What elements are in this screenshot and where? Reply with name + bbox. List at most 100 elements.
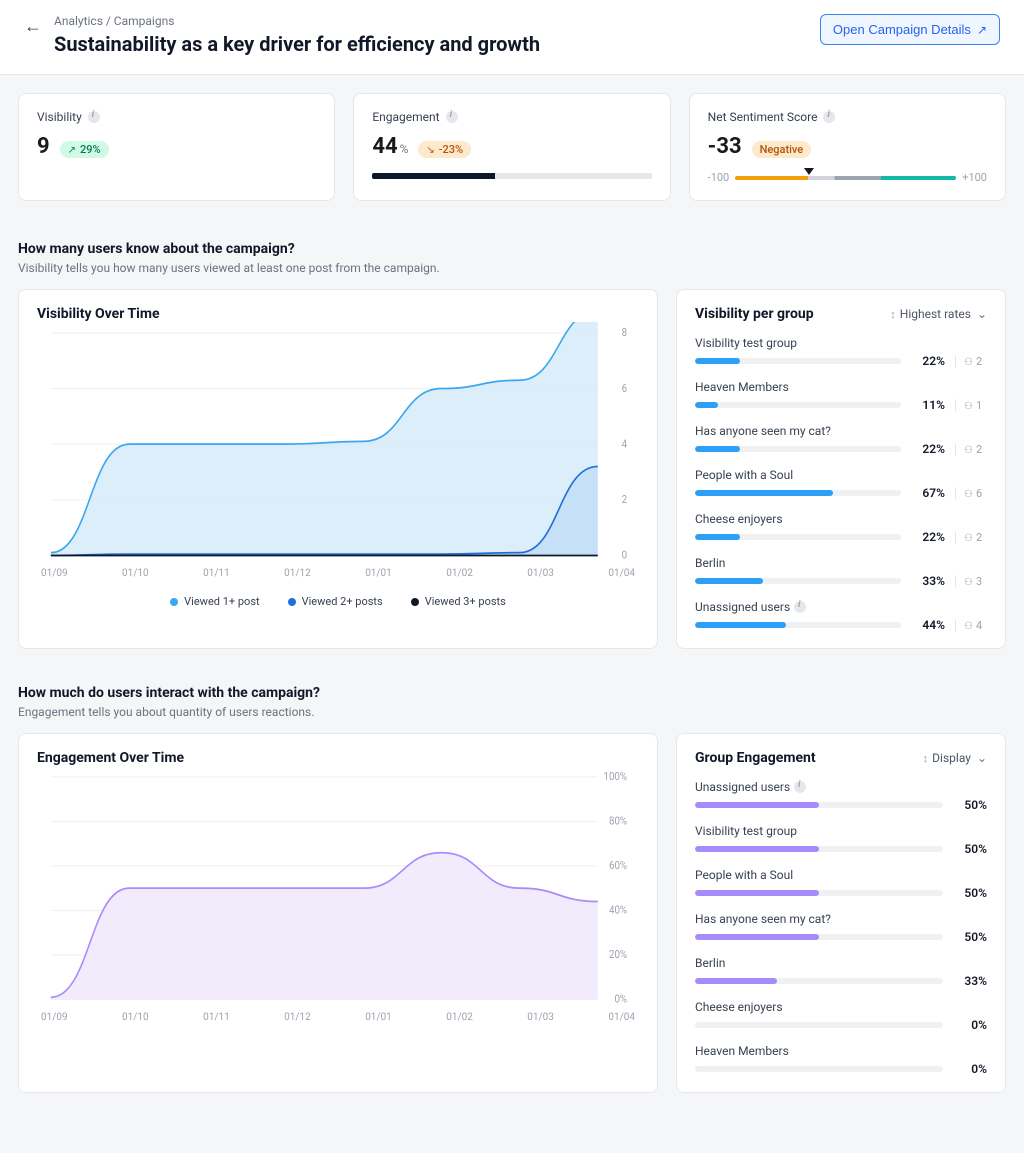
- group-name: Heaven Members: [695, 380, 987, 394]
- group-pct: 33%: [911, 574, 945, 588]
- group-row: Cheese enjoyers22%2: [695, 512, 987, 544]
- svg-text:0: 0: [622, 548, 628, 562]
- svg-text:80%: 80%: [609, 814, 628, 828]
- group-name: Unassigned users: [695, 600, 987, 614]
- engagement-progress-bar: [372, 173, 651, 179]
- group-bar-track: [695, 534, 901, 540]
- group-count: 2: [955, 531, 987, 544]
- info-icon[interactable]: [446, 111, 458, 123]
- sentiment-badge: Negative: [752, 141, 812, 158]
- x-axis-label: 01/02: [446, 568, 473, 579]
- group-name: Berlin: [695, 556, 987, 570]
- people-icon: [964, 355, 973, 368]
- svg-text:40%: 40%: [609, 903, 628, 917]
- group-bar-fill: [695, 802, 819, 808]
- x-axis-label: 01/04: [608, 1012, 635, 1023]
- group-name: Has anyone seen my cat?: [695, 424, 987, 438]
- group-bar-track: [695, 578, 901, 584]
- group-bar-fill: [695, 978, 777, 984]
- engagement-progress-fill: [372, 173, 495, 179]
- back-arrow-icon[interactable]: ←: [24, 16, 42, 37]
- metrics-row: Visibility 9 29% Engagement: [18, 93, 1006, 201]
- group-pct: 50%: [953, 886, 987, 900]
- group-name: People with a Soul: [695, 468, 987, 482]
- engagement-groups-title: Group Engagement: [695, 750, 816, 766]
- group-row: Visibility test group50%: [695, 824, 987, 856]
- visibility-groups-list: Visibility test group22%2Heaven Members1…: [695, 336, 987, 632]
- engagement-title: Engagement: [372, 110, 439, 124]
- group-row: Has anyone seen my cat? 50%: [695, 912, 987, 944]
- engagement-sort-button[interactable]: Display: [923, 751, 987, 765]
- engagement-groups-list: Unassigned users50%Visibility test group…: [695, 780, 987, 1076]
- sentiment-max: +100: [962, 171, 987, 184]
- info-icon[interactable]: [794, 601, 806, 613]
- sentiment-marker-icon: [804, 168, 814, 175]
- svg-text:60%: 60%: [609, 859, 628, 873]
- visibility-section: How many users know about the campaign? …: [18, 241, 1006, 649]
- group-pct: 50%: [953, 842, 987, 856]
- engagement-chart-title: Engagement Over Time: [37, 750, 639, 766]
- visibility-section-sub: Visibility tells you how many users view…: [18, 261, 1006, 275]
- group-row: Unassigned users44%4: [695, 600, 987, 632]
- group-bar-track: [695, 978, 943, 984]
- group-bar-track: [695, 622, 901, 628]
- group-pct: 67%: [911, 486, 945, 500]
- x-axis-label: 01/12: [284, 1012, 311, 1023]
- visibility-x-labels: 01/0901/1001/1101/1201/0101/0201/0301/04: [37, 568, 639, 579]
- people-icon: [964, 619, 973, 632]
- arrow-up-icon: [68, 143, 76, 156]
- group-pct: 22%: [911, 354, 945, 368]
- group-bar-track: [695, 846, 943, 852]
- group-name: Cheese enjoyers: [695, 512, 987, 526]
- open-campaign-details-button[interactable]: Open Campaign Details: [820, 14, 1000, 45]
- group-row: Berlin 33% 3: [695, 556, 987, 588]
- group-count: 3: [955, 575, 987, 588]
- group-row: Berlin33%: [695, 956, 987, 988]
- group-pct: 0%: [953, 1018, 987, 1032]
- group-row: Visibility test group22%2: [695, 336, 987, 368]
- x-axis-label: 01/11: [203, 568, 230, 579]
- group-bar-track: [695, 802, 943, 808]
- group-bar-track: [695, 934, 943, 940]
- group-pct: 44%: [911, 618, 945, 632]
- group-bar-fill: [695, 622, 786, 628]
- svg-text:100%: 100%: [603, 770, 627, 784]
- visibility-title: Visibility: [37, 110, 82, 124]
- group-row: Heaven Members0%: [695, 1044, 987, 1076]
- x-axis-label: 01/11: [203, 1012, 230, 1023]
- group-pct: 0%: [953, 1062, 987, 1076]
- x-axis-label: 01/09: [41, 1012, 68, 1023]
- sentiment-title: Net Sentiment Score: [708, 110, 818, 124]
- engagement-delta-badge: -23%: [418, 141, 471, 158]
- legend-dot-icon: [170, 598, 178, 606]
- engagement-section-heading: How much do users interact with the camp…: [18, 685, 1006, 701]
- group-bar-fill: [695, 534, 740, 540]
- engagement-section-sub: Engagement tells you about quantity of u…: [18, 705, 1006, 719]
- legend-item: Viewed 3+ posts: [411, 595, 506, 608]
- group-bar-fill: [695, 846, 819, 852]
- svg-text:0%: 0%: [614, 992, 627, 1006]
- group-name: Has anyone seen my cat?: [695, 912, 987, 926]
- group-name: Berlin: [695, 956, 987, 970]
- engagement-metric-card: Engagement 44% -23%: [353, 93, 670, 201]
- visibility-sort-button[interactable]: Highest rates: [890, 307, 987, 321]
- people-icon: [964, 399, 973, 412]
- group-pct: 50%: [953, 930, 987, 944]
- group-name: Cheese enjoyers: [695, 1000, 987, 1014]
- group-engagement-card: Group Engagement Display Unassigned user…: [676, 733, 1006, 1093]
- engagement-section: How much do users interact with the camp…: [18, 685, 1006, 1093]
- group-bar-track: [695, 1022, 943, 1028]
- group-bar-track: [695, 890, 943, 896]
- legend-item: Viewed 2+ posts: [288, 595, 383, 608]
- people-icon: [964, 487, 973, 500]
- breadcrumb[interactable]: Analytics / Campaigns: [54, 14, 808, 28]
- info-icon[interactable]: [794, 781, 806, 793]
- visibility-legend: Viewed 1+ postViewed 2+ postsViewed 3+ p…: [37, 595, 639, 608]
- x-axis-label: 01/01: [365, 1012, 392, 1023]
- group-row: People with a Soul67%6: [695, 468, 987, 500]
- engagement-value: 44%: [372, 134, 408, 159]
- legend-dot-icon: [288, 598, 296, 606]
- info-icon[interactable]: [823, 111, 835, 123]
- svg-text:2: 2: [622, 493, 628, 507]
- info-icon[interactable]: [88, 111, 100, 123]
